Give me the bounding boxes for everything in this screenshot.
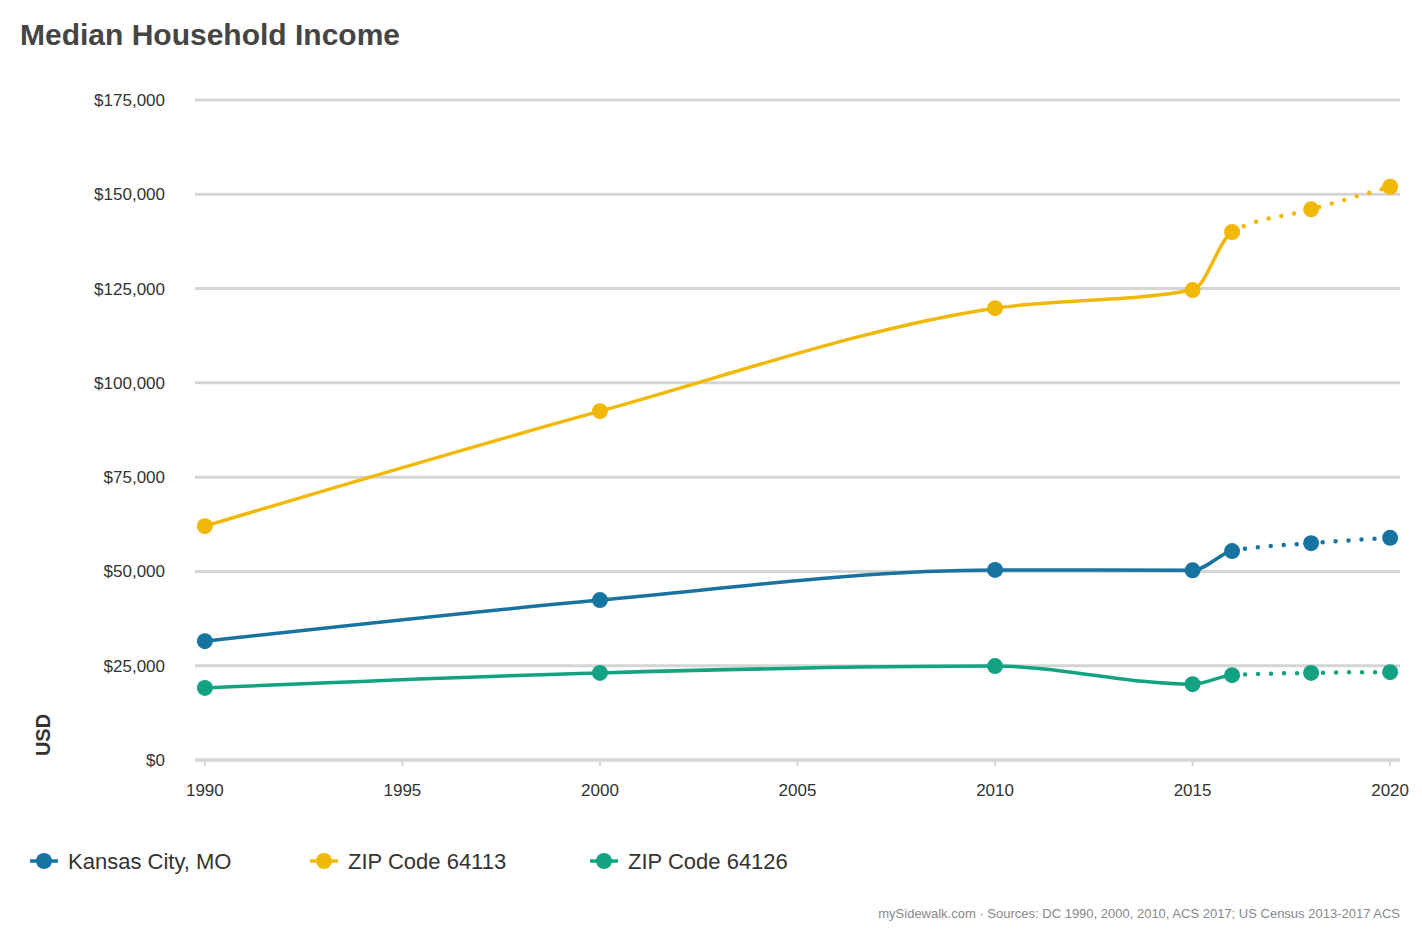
x-tick-label: 2000 — [581, 781, 619, 800]
series-point — [1224, 224, 1240, 240]
series-point — [592, 592, 608, 608]
x-tick-label: 1990 — [186, 781, 224, 800]
series-point — [1382, 530, 1398, 546]
series-line — [1232, 187, 1390, 232]
series-line — [205, 551, 1232, 641]
x-tick — [1192, 760, 1194, 766]
series-point — [1382, 179, 1398, 195]
y-tick-label: $50,000 — [104, 562, 165, 581]
series-point — [1185, 676, 1201, 692]
y-tick-label: $75,000 — [104, 468, 165, 487]
series-line — [205, 232, 1232, 526]
series-point — [1185, 282, 1201, 298]
x-tick — [204, 760, 206, 766]
legend-marker — [596, 853, 612, 869]
x-tick-label: 2005 — [779, 781, 817, 800]
series-point — [197, 680, 213, 696]
x-tick-label: 2020 — [1371, 781, 1409, 800]
legend-label: ZIP Code 64126 — [628, 849, 788, 874]
x-tick — [401, 760, 403, 766]
series-point — [987, 562, 1003, 578]
y-tick-label: $100,000 — [94, 374, 165, 393]
series-point — [1303, 201, 1319, 217]
grid-line — [195, 99, 1400, 102]
legend-label: Kansas City, MO — [68, 849, 231, 874]
series-point — [592, 665, 608, 681]
series-point — [987, 658, 1003, 674]
series-point — [1224, 667, 1240, 683]
series-point — [1382, 664, 1398, 680]
legend-label: ZIP Code 64113 — [348, 849, 506, 874]
y-tick-label: $175,000 — [94, 91, 165, 110]
title: Median Household Income — [20, 18, 400, 51]
legend-marker — [316, 853, 332, 869]
legend: Kansas City, MO ZIP Code 64113 ZIP Code 64… — [30, 849, 788, 874]
series-point — [1303, 535, 1319, 551]
y-tick-label: $150,000 — [94, 185, 165, 204]
legend-marker — [36, 853, 52, 869]
y-tick-label: $0 — [146, 751, 165, 770]
series-point — [1303, 665, 1319, 681]
series-point — [1224, 543, 1240, 559]
x-tick-label: 1995 — [384, 781, 422, 800]
series-line — [205, 666, 1232, 688]
x-tick — [599, 760, 601, 766]
chart: Median Household Income $0 $25,000 $50,000 $… — [0, 0, 1422, 940]
x-tick — [797, 760, 799, 766]
y-axis-label: USD — [32, 714, 54, 756]
grid-line — [195, 570, 1400, 573]
x-tick-label: 2010 — [976, 781, 1014, 800]
plot-area — [197, 179, 1398, 696]
series-point — [987, 300, 1003, 316]
series-point — [592, 403, 608, 419]
grid-line — [195, 287, 1400, 290]
source: mySidewalk.com · Sources: DC 1990, 2000,… — [878, 906, 1400, 921]
grid-line — [195, 193, 1400, 196]
series-point — [1185, 562, 1201, 578]
series-point — [197, 518, 213, 534]
x-tick-label: 2015 — [1174, 781, 1212, 800]
x-tick — [1389, 760, 1391, 766]
y-tick-label: $25,000 — [104, 657, 165, 676]
series-point — [197, 633, 213, 649]
y-tick-label: $125,000 — [94, 280, 165, 299]
x-tick — [994, 760, 996, 766]
grid-line — [195, 381, 1400, 384]
